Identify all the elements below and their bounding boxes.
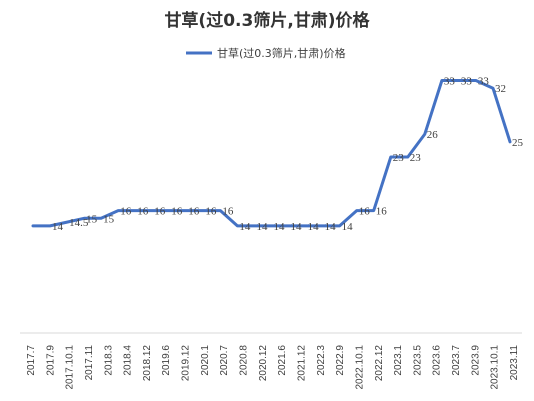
x-tick-label: 2022.9 [335,345,346,376]
data-label: 16 [222,206,234,218]
data-label: 14 [52,221,64,233]
data-label: 14 [342,221,354,233]
data-label: 14 [291,221,303,233]
data-label: 16 [171,206,183,218]
x-tick-label: 2020.7 [219,345,230,376]
x-tick-label: 2023.11 [509,345,520,381]
x-tick-label: 2022.3 [316,345,327,376]
x-tick-label: 2020.12 [258,345,269,382]
data-label: 14 [325,221,337,233]
data-label: 15 [103,213,115,225]
x-tick-labels: 2017.7 2017.9 2017.10.1 2017.11 2018.3 2018.4… [26,345,520,390]
data-label: 14 [274,221,286,233]
data-label: 16 [205,206,217,218]
data-label: 16 [154,206,166,218]
legend-label: 甘草(过0.3筛片,甘肃)价格 [217,46,346,60]
legend: 甘草(过0.3筛片,甘肃)价格 [186,46,346,60]
data-label: 14 [257,221,269,233]
x-tick-label: 2023.10.1 [490,345,501,390]
x-tick-label: 2023.6 [432,345,443,376]
x-tick-label: 2017.9 [45,345,56,376]
data-label: 33 [461,76,473,88]
x-tick-label: 2018.12 [142,345,153,382]
data-label: 16 [120,206,132,218]
data-label: 16 [188,206,200,218]
x-tick-label: 2017.11 [84,345,95,381]
x-tick-label: 2017.10.1 [65,345,76,390]
x-tick-label: 2023.7 [451,345,462,376]
data-label: 14.5 [69,217,89,229]
data-label: 15 [86,213,98,225]
series-line [31,79,512,228]
data-label: 33 [444,76,456,88]
x-tick-label: 2018.3 [103,345,114,376]
x-tick-label: 2023.5 [412,345,423,376]
data-label: 25 [512,137,524,149]
data-label: 26 [427,129,439,141]
data-label: 23 [410,152,422,164]
data-label: 16 [376,206,388,218]
series-layer [31,79,512,228]
data-label: 16 [137,206,149,218]
data-label: 32 [495,83,506,95]
data-label: 23 [393,152,405,164]
data-label: 14 [308,221,320,233]
x-tick-label: 2017.7 [26,345,37,376]
x-tick-label: 2023.9 [470,345,481,376]
x-tick-label: 2020.1 [200,345,211,376]
x-tick-label: 2019.6 [161,345,172,376]
x-tick-label: 2018.4 [123,345,134,376]
x-tick-label: 2023.1 [393,345,404,376]
data-label: 33 [478,76,490,88]
x-tick-label: 2021.6 [277,345,288,376]
x-tick-label: 2020.8 [239,345,250,376]
chart-title: 甘草(过0.3筛片,甘肃)价格 [164,10,370,31]
data-label: 16 [359,206,371,218]
data-label: 14 [239,221,251,233]
x-tick-label: 2019.12 [181,345,192,382]
x-tick-label: 2022.12 [374,345,385,382]
x-tick-label: 2021.12 [297,345,308,382]
x-tick-label: 2022.10.1 [354,345,365,390]
